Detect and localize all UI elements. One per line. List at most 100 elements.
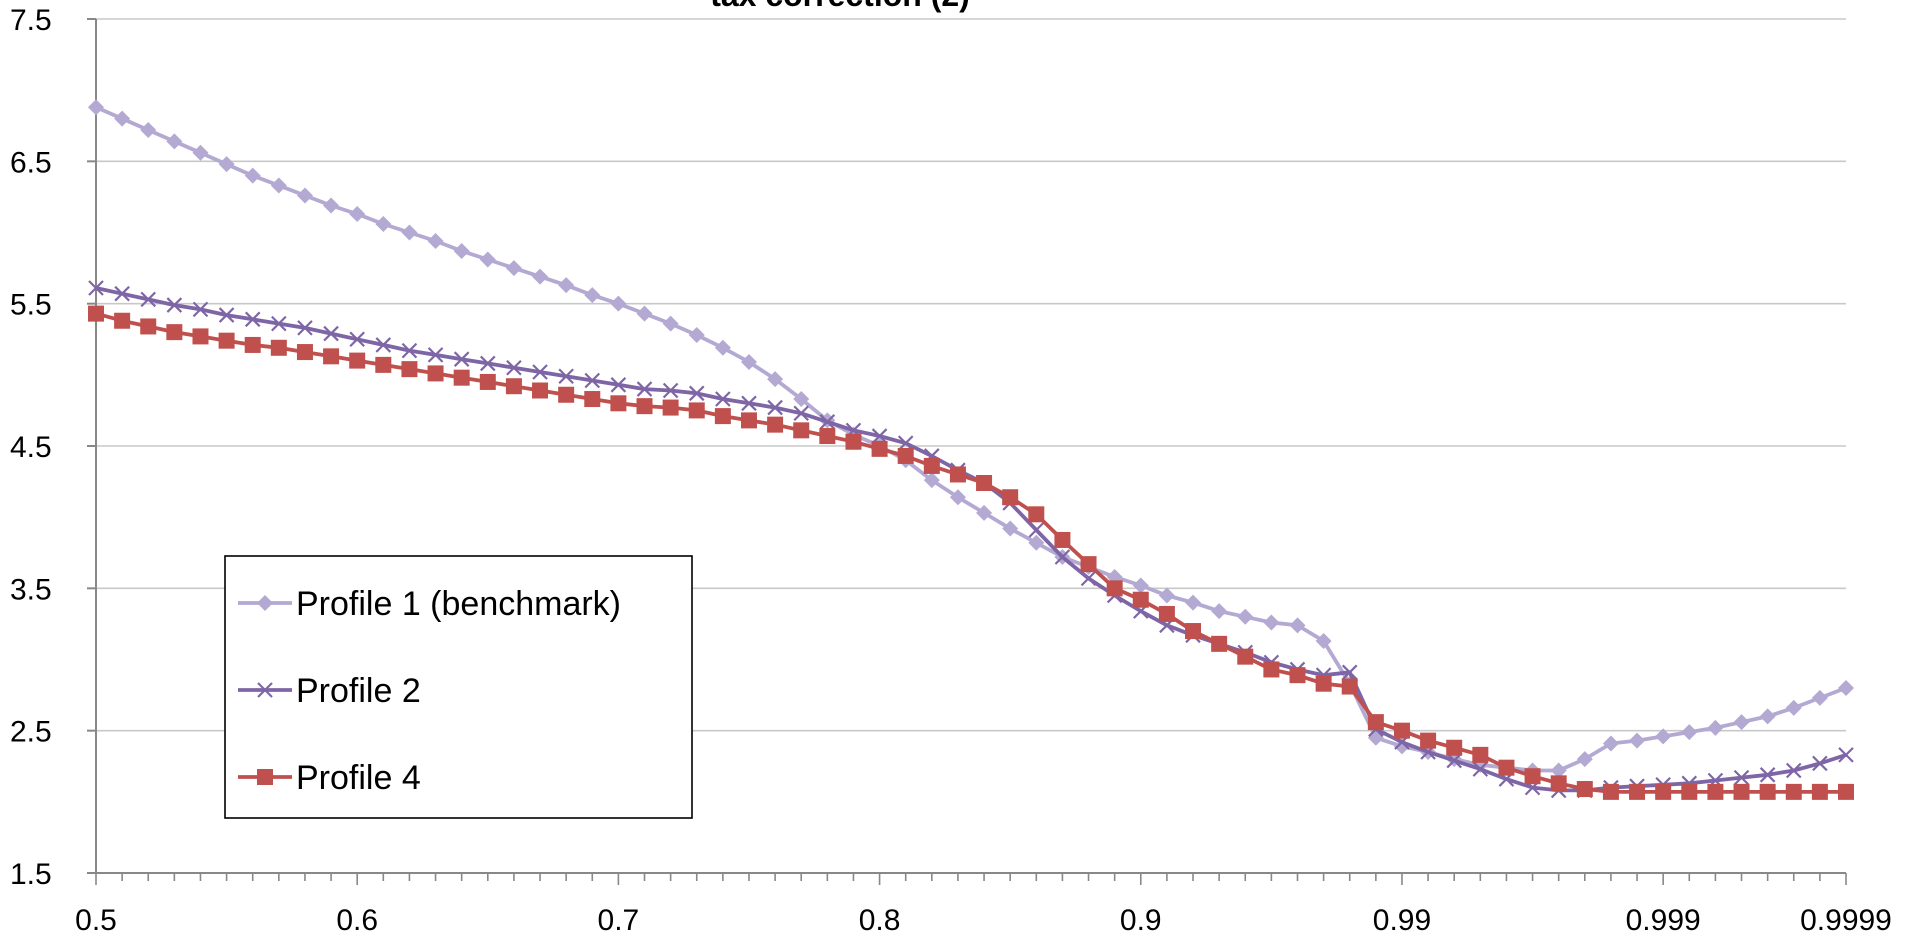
data-point — [610, 295, 627, 312]
chart-title: tax correction (2) — [710, 0, 970, 13]
data-point — [1785, 783, 1802, 800]
y-tick-label: 7.5 — [10, 4, 52, 37]
data-point — [662, 382, 679, 399]
data-point — [192, 328, 209, 345]
x-axis-ticks: 0.5 0.6 0.7 0.8 0.9 0.99 0.999 0.9999 — [75, 873, 1892, 937]
data-point — [1080, 570, 1097, 587]
data-point — [767, 371, 784, 388]
data-point — [506, 359, 522, 376]
data-point — [1106, 580, 1123, 597]
data-point — [767, 416, 784, 433]
data-point — [714, 339, 731, 356]
data-point — [923, 472, 940, 489]
data-point — [584, 372, 601, 389]
data-point — [114, 110, 131, 127]
data-point — [584, 287, 601, 304]
data-point — [375, 215, 392, 232]
data-point — [1367, 714, 1384, 731]
data-point — [1132, 591, 1149, 608]
data-point — [1158, 605, 1175, 622]
data-point — [819, 428, 836, 445]
data-point — [427, 347, 444, 363]
y-tick-label: 4.5 — [10, 431, 52, 464]
data-point — [479, 251, 496, 268]
data-point — [1028, 506, 1045, 523]
data-point — [714, 408, 731, 425]
data-point — [401, 224, 418, 241]
x-tick-label: 0.8 — [859, 904, 901, 937]
data-point — [636, 398, 653, 415]
data-point — [1655, 728, 1672, 745]
data-point — [453, 369, 470, 386]
data-point — [401, 361, 418, 378]
data-point — [140, 291, 157, 308]
data-point — [218, 332, 235, 349]
data-point — [349, 331, 365, 348]
data-point — [740, 354, 757, 371]
data-point — [1576, 751, 1593, 768]
data-point — [1028, 522, 1045, 538]
legend-marker — [257, 769, 273, 785]
data-point — [505, 260, 522, 277]
data-point — [1158, 587, 1175, 604]
x-tick-label: 0.7 — [598, 904, 640, 937]
legend-item: Profile 2 — [238, 672, 421, 710]
data-point — [1289, 667, 1306, 684]
data-point — [192, 144, 209, 161]
legend-item: Profile 1 (benchmark) — [238, 585, 621, 623]
data-point — [767, 399, 783, 416]
data-point — [375, 337, 392, 353]
y-tick-label: 3.5 — [10, 573, 52, 606]
data-point — [1446, 752, 1462, 769]
data-point — [1472, 761, 1489, 777]
legend-label: Profile 4 — [296, 759, 421, 797]
data-point — [1185, 623, 1202, 640]
data-point — [244, 311, 261, 328]
data-point — [1472, 746, 1489, 763]
data-point — [1707, 783, 1724, 800]
legend-label: Profile 2 — [296, 672, 421, 710]
data-point — [1681, 724, 1698, 741]
data-point — [1524, 768, 1541, 785]
data-point — [662, 315, 679, 332]
data-point — [1002, 520, 1019, 537]
y-tick-label: 5.5 — [10, 289, 52, 322]
y-tick-label: 2.5 — [10, 716, 52, 749]
data-point — [688, 402, 705, 419]
data-point — [1655, 783, 1672, 800]
data-point — [1002, 489, 1019, 506]
data-point — [1132, 577, 1149, 594]
data-point — [532, 382, 549, 399]
data-point — [480, 355, 496, 372]
data-point — [636, 305, 653, 322]
data-point — [349, 205, 366, 222]
data-point — [1341, 678, 1358, 695]
data-point — [1498, 759, 1515, 776]
data-point — [427, 233, 444, 250]
data-point — [610, 395, 627, 412]
data-point — [897, 447, 914, 464]
data-point — [88, 99, 104, 116]
data-point — [636, 381, 653, 397]
data-point — [1211, 603, 1228, 620]
data-point — [323, 348, 340, 365]
data-point — [1759, 708, 1776, 725]
data-point — [610, 377, 627, 393]
data-point — [166, 297, 183, 313]
data-point — [1707, 719, 1724, 736]
data-point — [1812, 755, 1828, 772]
data-point — [1080, 556, 1097, 573]
data-point — [323, 325, 339, 342]
data-point — [114, 312, 131, 329]
data-point — [323, 197, 340, 214]
legend-label: Profile 1 (benchmark) — [296, 585, 621, 623]
data-point — [819, 414, 836, 430]
data-point — [271, 315, 287, 332]
data-point — [976, 475, 993, 492]
data-point — [1237, 608, 1254, 625]
data-point — [741, 395, 757, 412]
data-point — [1315, 632, 1332, 649]
data-point — [584, 391, 601, 408]
data-point — [1028, 534, 1045, 551]
